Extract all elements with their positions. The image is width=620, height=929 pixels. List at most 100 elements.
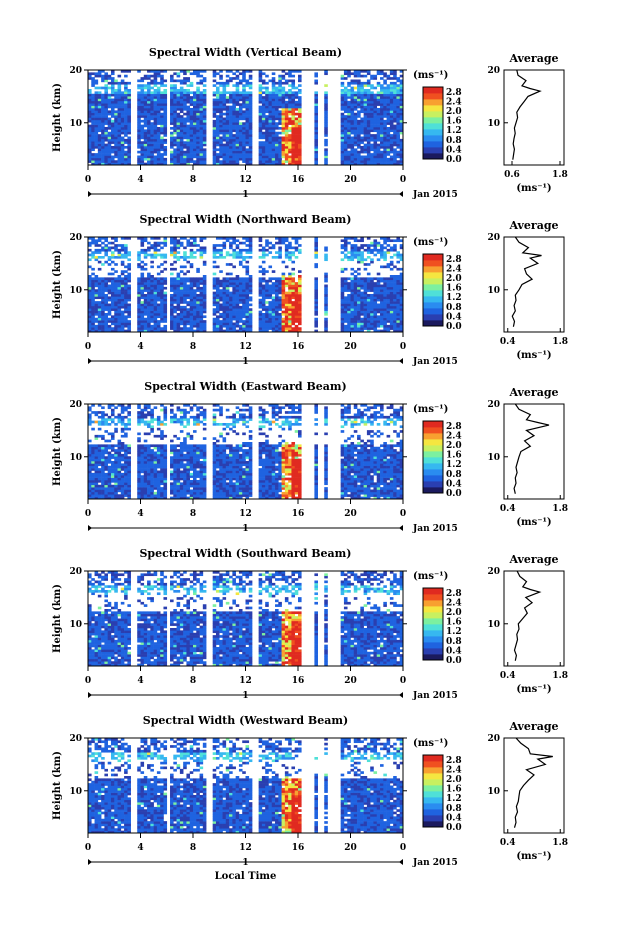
heatmap-cell (360, 244, 364, 247)
heatmap-cell (101, 298, 105, 302)
heatmap-cell (314, 91, 318, 95)
heatmap-cell (314, 81, 318, 85)
heatmap-cell (238, 117, 243, 121)
heatmap-cell (242, 153, 246, 156)
heatmap-cell (340, 282, 345, 285)
heatmap-cell (271, 136, 276, 140)
heatmap-cell (396, 141, 401, 144)
heatmap-cell (104, 303, 108, 307)
heatmap-cell (202, 303, 207, 307)
heatmap-cell (225, 115, 230, 118)
heatmap-cell (248, 277, 253, 281)
heatmap-cell (199, 239, 204, 243)
heatmap-cell (193, 294, 197, 297)
heatmap-cell (199, 155, 204, 159)
heatmap-cell (147, 89, 151, 92)
heatmap-cell (373, 105, 378, 109)
heatmap-cell (212, 110, 217, 114)
heatmap-cell (284, 279, 289, 283)
heatmap-cell (248, 141, 253, 144)
heatmap-cell (137, 105, 141, 109)
heatmap-cell (176, 241, 181, 245)
heatmap-cell (189, 241, 194, 245)
heatmap-cell (219, 136, 223, 140)
heatmap-cell (288, 327, 292, 330)
heatmap-cell (386, 93, 391, 97)
heatmap-cell (88, 150, 92, 154)
heatmap-cell (114, 282, 118, 285)
heatmap-cell (347, 294, 351, 297)
heatmap-cell (179, 122, 184, 125)
heatmap-cell (278, 141, 282, 144)
heatmap-cell (275, 110, 279, 114)
heatmap-cell (179, 256, 184, 259)
heatmap-cell (340, 308, 345, 311)
heatmap-cell (245, 298, 250, 302)
heatmap-cell (393, 329, 397, 333)
heatmap-cell (347, 122, 351, 125)
heatmap-cell (186, 70, 191, 73)
heatmap-cell (117, 89, 122, 92)
heatmap-cell (298, 291, 302, 295)
heatmap-cell (186, 91, 191, 95)
heatmap-cell (291, 81, 296, 85)
heatmap-cell (248, 124, 253, 128)
heatmap-cell (370, 284, 374, 288)
heatmap-cell (268, 327, 273, 330)
heatmap-cell (399, 96, 404, 99)
heatmap-cell (242, 98, 246, 102)
heatmap-cell (366, 160, 371, 163)
heatmap-cell (324, 127, 328, 130)
heatmap-cell (373, 246, 378, 250)
heatmap-cell (199, 301, 204, 304)
heatmap-cell (163, 153, 168, 156)
heatmap-cell (222, 153, 227, 156)
heatmap-cell (396, 146, 401, 149)
heatmap-cell (215, 320, 220, 323)
heatmap-cell (91, 251, 95, 254)
heatmap-cell (193, 119, 197, 123)
heatmap-cell (268, 322, 273, 326)
heatmap-cell (238, 279, 243, 283)
heatmap-cell (186, 143, 191, 147)
heatmap-cell (370, 282, 374, 285)
heatmap-cell (114, 119, 118, 123)
heatmap-cell (238, 305, 243, 309)
heatmap-cell (258, 122, 263, 125)
heatmap-cell (183, 160, 187, 163)
heatmap-cell (380, 84, 384, 87)
heatmap-cell (389, 160, 394, 163)
heatmap-cell (88, 315, 92, 319)
heatmap-cell (107, 289, 112, 292)
heatmap-cell (117, 124, 122, 128)
heatmap-cell (163, 294, 168, 297)
heatmap-cell (183, 294, 187, 297)
heatmap-cell (189, 150, 194, 154)
heatmap-cell (225, 327, 230, 330)
heatmap-cell (163, 267, 168, 271)
heatmap-cell (153, 110, 158, 114)
heatmap-cell (160, 105, 164, 109)
heatmap-cell (357, 303, 361, 307)
heatmap-cell (265, 320, 269, 323)
heatmap-cell (373, 305, 378, 309)
heatmap-cell (170, 150, 174, 154)
heatmap-cell (153, 77, 158, 80)
heatmap-cell (340, 146, 345, 149)
heatmap-cell (389, 122, 394, 125)
heatmap-cell (245, 322, 250, 326)
heatmap-cell (248, 256, 253, 259)
heatmap-cell (202, 79, 207, 83)
heatmap-cell (124, 153, 128, 156)
heatmap-cell (366, 157, 371, 161)
heatmap-cell (265, 117, 269, 121)
heatmap-cell (258, 277, 263, 281)
heatmap-cell (97, 322, 102, 326)
heatmap-cell (117, 146, 122, 149)
heatmap-cell (386, 138, 391, 142)
heatmap-cell (396, 119, 401, 123)
heatmap-cell (202, 143, 207, 147)
heatmap-cell (245, 329, 250, 333)
heatmap-cell (107, 305, 112, 309)
heatmap-cell (275, 237, 279, 240)
